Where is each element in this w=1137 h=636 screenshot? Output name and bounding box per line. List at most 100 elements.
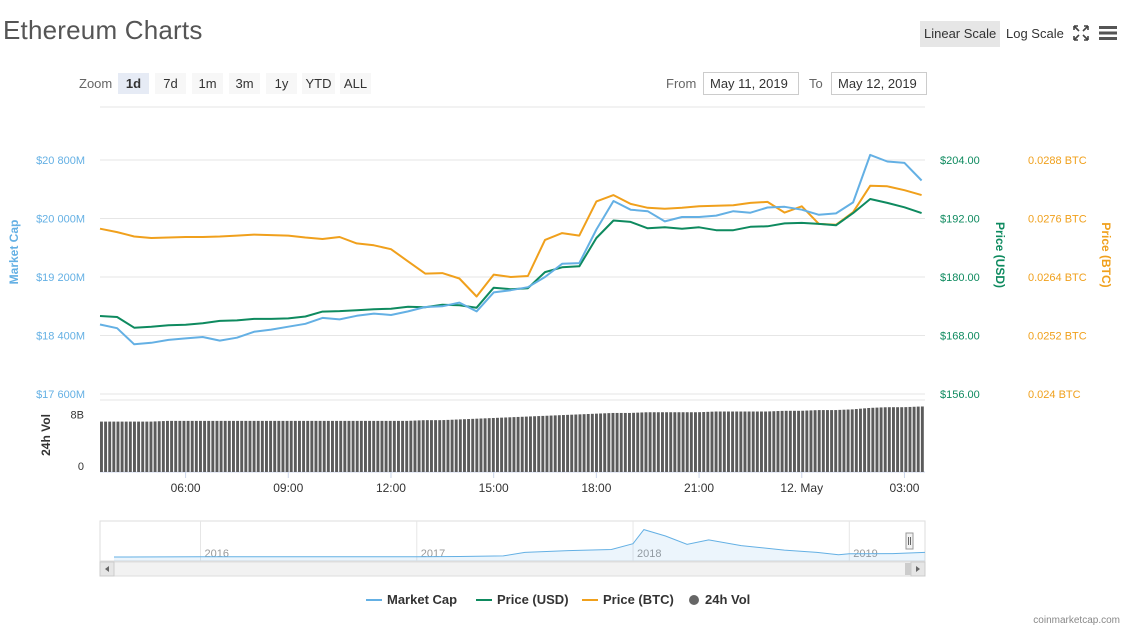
volume-bar: [194, 420, 198, 472]
volume-bar: [595, 413, 598, 472]
from-label: From: [666, 76, 697, 91]
volume-bar: [343, 420, 347, 472]
volume-bar: [694, 412, 697, 472]
x-tick-label: 12. May: [780, 481, 823, 495]
volume-bar: [322, 420, 326, 472]
volume-bar: [479, 418, 483, 472]
navigator-handle[interactable]: [905, 532, 914, 550]
legend-price-usd-label: Price (USD): [497, 592, 569, 607]
volume-bar: [557, 415, 561, 472]
volume-bar: [100, 421, 103, 472]
volume-bar: [628, 412, 631, 472]
legend-price-usd[interactable]: Price (USD): [476, 592, 569, 608]
volume-bar: [199, 420, 202, 472]
to-date-input[interactable]: May 12, 2019: [831, 72, 927, 95]
scrollbar-right-button[interactable]: [910, 561, 926, 577]
volume-bar: [289, 420, 293, 472]
legend-volume[interactable]: 24h Vol: [689, 592, 750, 608]
volume-bar: [458, 419, 462, 472]
volume-bar: [446, 419, 450, 472]
volume-bar: [537, 416, 541, 472]
volume-bar: [755, 411, 759, 472]
price-usd-tick-label: $168.00: [940, 331, 980, 343]
volume-bar: [355, 420, 359, 472]
volume-bar: [182, 420, 186, 472]
volume-tick-label: 0: [78, 461, 84, 473]
volume-bar: [463, 419, 466, 472]
volume-bar: [731, 411, 735, 472]
scrollbar-thumb[interactable]: [905, 563, 911, 575]
volume-bar: [661, 412, 664, 472]
linear-scale-button[interactable]: Linear Scale: [920, 21, 1001, 47]
volume-bar: [425, 420, 429, 472]
legend-market-cap[interactable]: Market Cap: [366, 592, 457, 608]
volume-bar: [830, 410, 834, 472]
volume-bar: [854, 409, 858, 472]
volume-bar: [335, 420, 339, 472]
volume-bar: [801, 410, 805, 472]
volume-bar: [124, 421, 128, 472]
volume-bar: [219, 420, 223, 472]
volume-bar: [223, 420, 227, 472]
volume-bar: [351, 420, 355, 472]
volume-bar: [405, 420, 409, 472]
volume-bar: [203, 420, 207, 472]
volume-bar: [133, 421, 136, 472]
volume-bar: [689, 412, 693, 472]
volume-bar: [438, 420, 442, 472]
from-date-input[interactable]: May 11, 2019: [703, 72, 799, 95]
scrollbar-left-button[interactable]: [99, 561, 115, 577]
volume-bar: [215, 420, 219, 472]
log-scale-button[interactable]: Log Scale: [1006, 26, 1064, 41]
volume-bar: [570, 414, 574, 472]
fullscreen-icon[interactable]: [1072, 24, 1090, 42]
volume-bar: [838, 409, 842, 472]
volume-bar: [599, 413, 603, 472]
volume-bar: [248, 420, 252, 472]
x-tick-label: 09:00: [273, 481, 303, 495]
legend-price-btc[interactable]: Price (BTC): [582, 592, 674, 608]
volume-bar: [500, 417, 504, 472]
volume-bar: [698, 412, 702, 472]
volume-bar: [112, 421, 116, 472]
navigator-frame: [99, 520, 926, 562]
zoom-3m-button[interactable]: 3m: [229, 73, 260, 94]
volume-bar: [331, 420, 334, 472]
volume-bar: [619, 412, 623, 472]
volume-bar: [747, 411, 751, 472]
navigator-year-label: 2019: [853, 548, 877, 560]
zoom-7d-button[interactable]: 7d: [155, 73, 186, 94]
legend-market-cap-label: Market Cap: [387, 592, 458, 607]
volume-bar: [760, 411, 763, 472]
volume-bar: [553, 415, 557, 472]
credit-link[interactable]: coinmarketcap.com: [1033, 615, 1120, 626]
menu-icon[interactable]: [1098, 24, 1118, 42]
volume-bar: [607, 413, 611, 472]
zoom-1m-button[interactable]: 1m: [192, 73, 223, 94]
volume-bar: [153, 421, 157, 472]
volume-bar: [273, 420, 277, 472]
volume-bar: [326, 420, 330, 472]
volume-bar: [178, 420, 182, 472]
volume-bar: [714, 411, 718, 472]
market-cap-axis-title: Market Cap: [7, 220, 21, 285]
scrollbar-track[interactable]: [99, 561, 926, 577]
volume-bar: [256, 420, 260, 472]
volume-bar: [727, 411, 730, 472]
scroll-left-arrow-icon: [105, 566, 109, 572]
page-title: Ethereum Charts: [3, 15, 203, 45]
volume-bar: [912, 406, 916, 472]
volume-bar: [615, 412, 619, 472]
volume-bar: [392, 420, 396, 472]
volume-bar: [302, 420, 306, 472]
volume-bar: [293, 420, 297, 472]
zoom-1d-button[interactable]: 1d: [118, 73, 149, 94]
volume-bar: [104, 421, 108, 472]
volume-bar: [388, 420, 392, 472]
volume-bar: [368, 420, 372, 472]
volume-bar: [244, 420, 248, 472]
volume-bar: [722, 411, 726, 472]
zoom-all-button[interactable]: ALL: [340, 73, 371, 94]
zoom-ytd-button[interactable]: YTD: [302, 73, 335, 94]
zoom-1y-button[interactable]: 1y: [266, 73, 297, 94]
